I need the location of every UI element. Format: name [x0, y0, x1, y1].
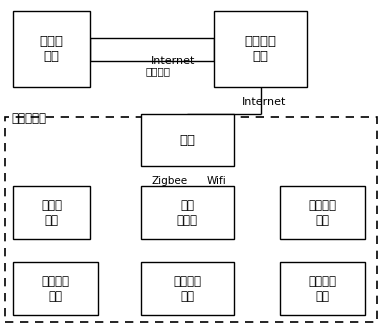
- Text: 本地控制端: 本地控制端: [11, 112, 46, 125]
- Text: 身份认证
模块: 身份认证 模块: [309, 199, 337, 227]
- Text: Zigbee: Zigbee: [152, 176, 188, 186]
- Bar: [13, 186, 90, 239]
- Text: 移动客
户端: 移动客 户端: [40, 35, 64, 63]
- Bar: [141, 186, 234, 239]
- Bar: [280, 262, 365, 315]
- Text: Internet: Internet: [151, 56, 195, 66]
- Text: 物联网云
平台: 物联网云 平台: [245, 35, 277, 63]
- Text: 蓄电池
模块: 蓄电池 模块: [41, 199, 62, 227]
- Bar: [141, 262, 234, 315]
- Bar: [141, 114, 234, 166]
- Text: 网关: 网关: [179, 134, 195, 147]
- Text: Internet: Internet: [241, 97, 286, 107]
- Bar: [5, 117, 377, 322]
- Text: 移动网络: 移动网络: [146, 66, 171, 76]
- Bar: [215, 11, 307, 87]
- Bar: [13, 11, 90, 87]
- Bar: [280, 186, 365, 239]
- Text: 农业执行
模块: 农业执行 模块: [173, 275, 201, 303]
- Text: 图像采集
模块: 图像采集 模块: [309, 275, 337, 303]
- Bar: [13, 262, 98, 315]
- Text: Wifi: Wifi: [206, 176, 226, 186]
- Text: 智能
控制器: 智能 控制器: [177, 199, 198, 227]
- Text: 环境监测
模块: 环境监测 模块: [42, 275, 69, 303]
